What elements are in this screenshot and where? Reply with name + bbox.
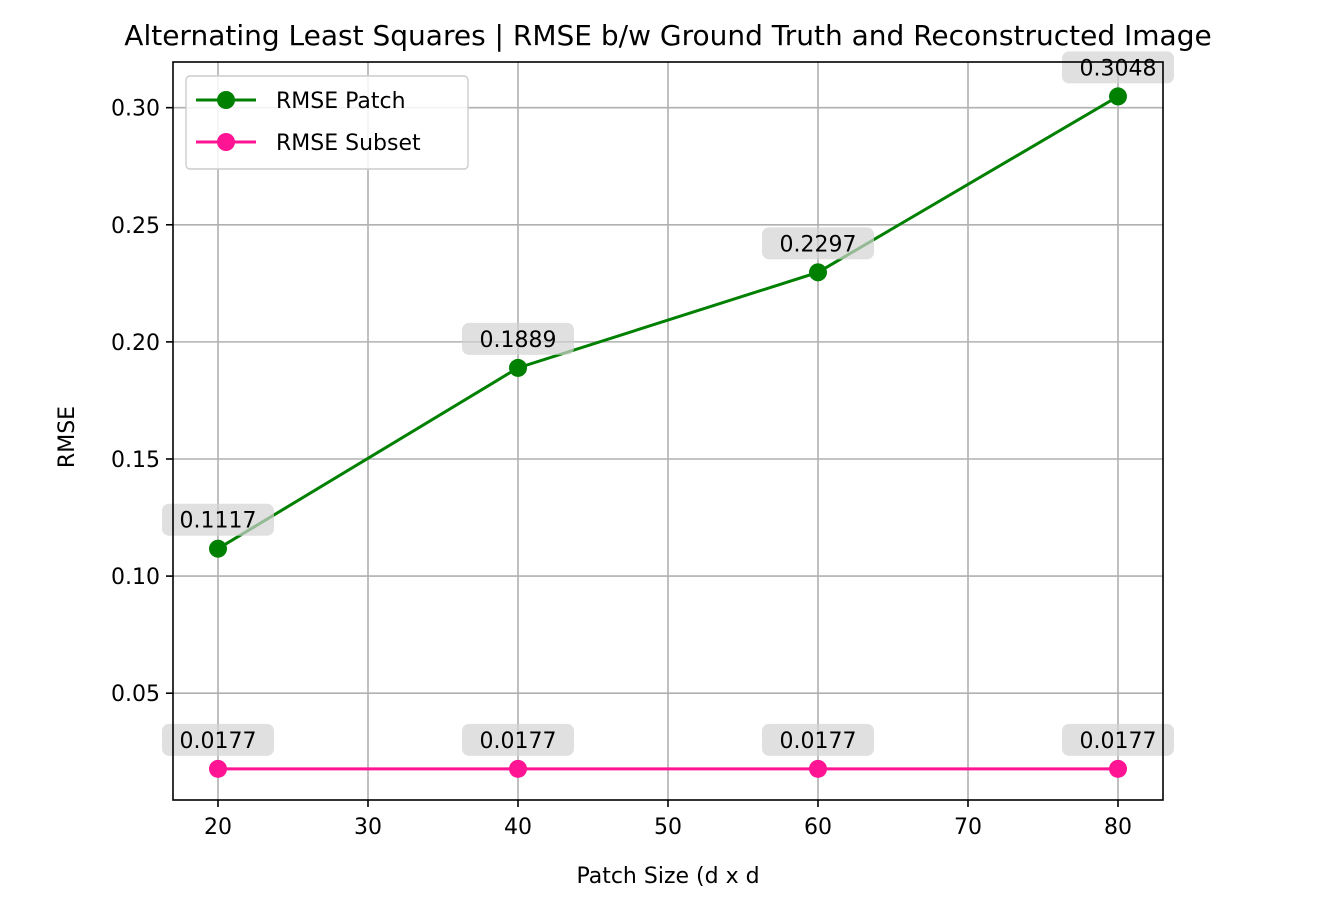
y-tick-label: 0.10 (111, 565, 160, 590)
data-label: 0.3048 (1080, 56, 1157, 81)
data-label: 0.0177 (1080, 729, 1157, 754)
grid-lines (173, 62, 1163, 800)
data-label-box (1062, 51, 1174, 84)
series-layer (209, 87, 1127, 778)
data-label-box (162, 723, 274, 756)
data-point (809, 263, 827, 282)
data-label: 0.2297 (780, 232, 857, 257)
data-label-box (1062, 723, 1174, 756)
y-tick-label: 0.30 (111, 97, 160, 122)
data-label: 0.0177 (480, 729, 557, 754)
data-point (209, 759, 227, 778)
legend-label-rmse-patch: RMSE Patch (276, 89, 406, 114)
x-tick-label: 70 (954, 815, 982, 840)
legend-marker-rmse-patch (217, 91, 235, 109)
data-label-box (162, 503, 274, 536)
x-tick-label: 40 (504, 815, 532, 840)
chart-title: Alternating Least Squares | RMSE b/w Gro… (124, 19, 1211, 52)
data-point (509, 759, 527, 778)
x-axis-label: Patch Size (d x d (576, 864, 759, 889)
x-tick-label: 50 (654, 815, 682, 840)
data-label-box (762, 723, 874, 756)
x-tick-label: 20 (204, 815, 232, 840)
data-label: 0.1117 (180, 509, 257, 534)
data-label-box (762, 227, 874, 260)
legend-frame (185, 75, 469, 170)
data-point (509, 358, 527, 377)
data-labels: 0.1117 0.1889 0.2297 0.3048 0.0177 0.0177 0.01… (162, 51, 1174, 756)
x-tick-label: 30 (354, 815, 382, 840)
data-label-box (462, 723, 574, 756)
data-point (1109, 87, 1127, 106)
data-label: 0.0177 (780, 729, 857, 754)
y-axis-ticks: 0.05 0.10 0.15 0.20 0.25 0.30 (111, 97, 173, 707)
data-label-box (462, 322, 574, 355)
data-point (209, 539, 227, 558)
series-line-0 (217, 95, 1119, 550)
legend: RMSE Patch RMSE Subset (185, 75, 469, 170)
y-tick-label: 0.15 (111, 448, 160, 473)
x-tick-label: 80 (1104, 815, 1132, 840)
y-tick-label: 0.05 (111, 682, 160, 707)
y-axis-label: RMSE (55, 406, 80, 468)
legend-marker-rmse-subset (217, 133, 235, 151)
data-point (1109, 759, 1127, 778)
data-label: 0.1889 (480, 328, 557, 353)
x-axis-ticks: 20 30 40 50 60 70 80 (204, 800, 1132, 840)
data-point (809, 759, 827, 778)
legend-label-rmse-subset: RMSE Subset (276, 131, 421, 156)
data-label: 0.0177 (180, 729, 257, 754)
y-tick-label: 0.25 (111, 214, 160, 239)
x-tick-label: 60 (804, 815, 832, 840)
y-tick-label: 0.20 (111, 331, 160, 356)
